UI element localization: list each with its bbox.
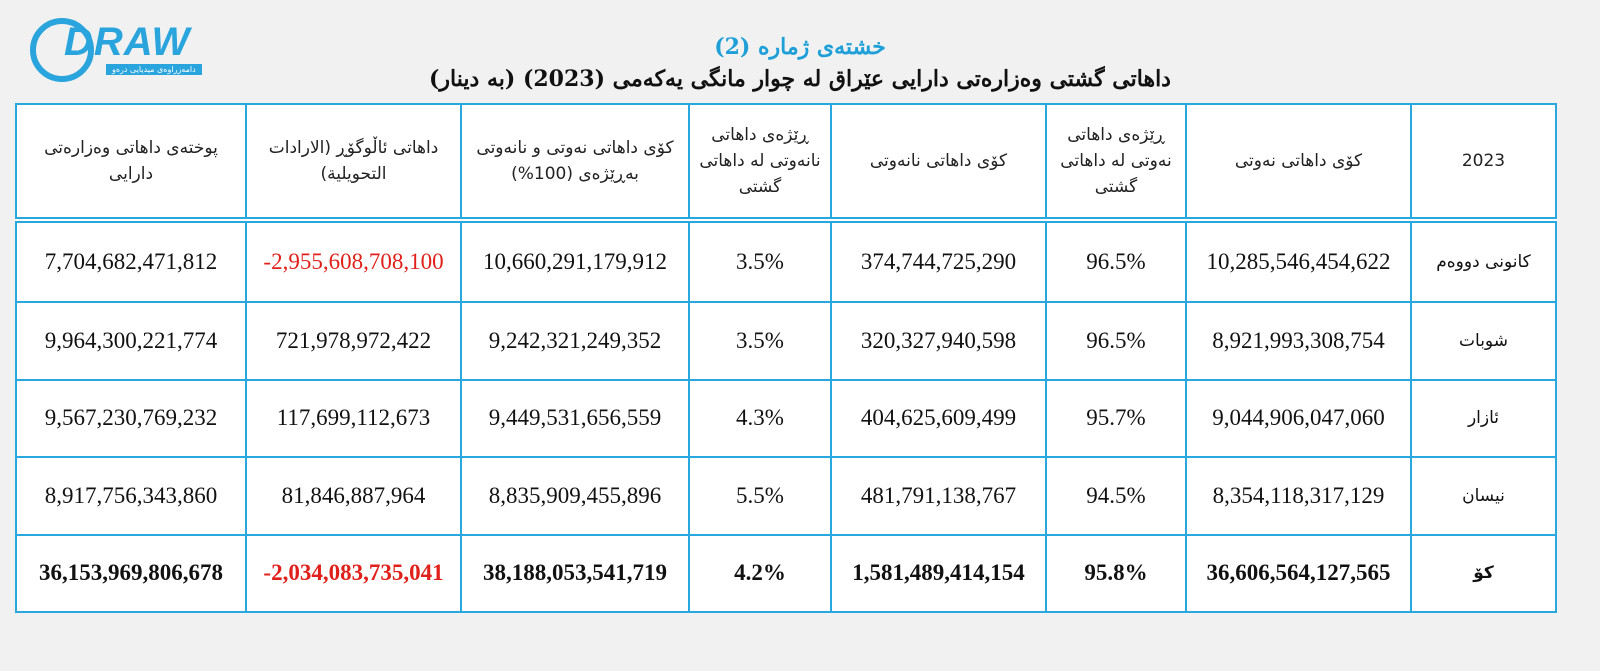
cell: 10,660,291,179,912: [460, 218, 690, 304]
cell: 3.5%: [688, 218, 832, 304]
table-row: ئازار 9,044,906,047,060 95.7% 404,625,609,4…: [15, 378, 1557, 459]
column-header: پوختەی داهاتی وەزارەتی دارایی: [15, 103, 247, 223]
cell: 1,581,489,414,154: [830, 533, 1047, 614]
logo-tagline: دامەزراوەی میدیایی درەو: [106, 64, 202, 75]
column-header: کۆی داهاتی نەوتی: [1185, 103, 1412, 223]
cell: 9,242,321,249,352: [460, 301, 690, 381]
cell: 117,699,112,673: [245, 378, 462, 459]
cell: 9,567,230,769,232: [15, 378, 247, 459]
cell: 38,188,053,541,719: [460, 533, 690, 614]
cell: 4.3%: [688, 378, 832, 459]
column-header: ڕێژەی داهاتی نەوتی لە داهاتی گشتی: [1045, 103, 1187, 223]
row-label: نیسان: [1410, 456, 1557, 536]
row-label: کۆ: [1410, 533, 1557, 614]
cell: 96.5%: [1045, 218, 1187, 304]
table-row: نیسان 8,354,118,317,129 94.5% 481,791,138,7…: [15, 456, 1557, 536]
cell: 481,791,138,767: [830, 456, 1047, 536]
cell: 81,846,887,964: [245, 456, 462, 536]
table-row: شوبات 8,921,993,308,754 96.5% 320,327,940,5…: [15, 301, 1557, 381]
cell: 95.8%: [1045, 533, 1187, 614]
table-row: کانونی دووەم 10,285,546,454,622 96.5% 374,7…: [15, 218, 1557, 304]
cell: 9,964,300,221,774: [15, 301, 247, 381]
column-header: کۆی داهاتی نەوتی و نانەوتی بەڕێژەی (100%…: [460, 103, 690, 223]
cell: 9,449,531,656,559: [460, 378, 690, 459]
column-header: داهاتی ئاڵوگۆڕ (الارادات التحویلیة): [245, 103, 462, 223]
column-header: ڕێژەی داهاتی نانەوتی لە داهاتی گشتی: [688, 103, 832, 223]
cell: 8,354,118,317,129: [1185, 456, 1412, 536]
column-header: 2023: [1410, 103, 1557, 223]
cell: 36,153,969,806,678: [15, 533, 247, 614]
cell: 320,327,940,598: [830, 301, 1047, 381]
cell: 4.2%: [688, 533, 832, 614]
column-header: کۆی داهاتی نانەوتی: [830, 103, 1047, 223]
row-label: کانونی دووەم: [1410, 218, 1557, 304]
revenue-table: 2023 کۆی داهاتی نەوتی ڕێژەی داهاتی نەوتی ل…: [15, 103, 1557, 614]
row-label: ئازار: [1410, 378, 1557, 459]
cell: 36,606,564,127,565: [1185, 533, 1412, 614]
cell: 721,978,972,422: [245, 301, 462, 381]
cell: 8,917,756,343,860: [15, 456, 247, 536]
cell: 95.7%: [1045, 378, 1187, 459]
cell: 96.5%: [1045, 301, 1187, 381]
cell: 404,625,609,499: [830, 378, 1047, 459]
cell: 9,044,906,047,060: [1185, 378, 1412, 459]
title: خشتەی ژمارە (2): [714, 34, 886, 60]
cell: -2,034,083,735,041: [245, 533, 462, 614]
header-row: 2023 کۆی داهاتی نەوتی ڕێژەی داهاتی نەوتی ل…: [15, 103, 1557, 223]
cell: -2,955,608,708,100: [245, 218, 462, 304]
cell: 374,744,725,290: [830, 218, 1047, 304]
logo-word: DRAW: [64, 20, 191, 64]
row-label: شوبات: [1410, 301, 1557, 381]
cell: 5.5%: [688, 456, 832, 536]
cell: 8,921,993,308,754: [1185, 301, 1412, 381]
table-row: کۆ 36,606,564,127,565 95.8% 1,581,489,414,1…: [15, 533, 1557, 614]
cell: 94.5%: [1045, 456, 1187, 536]
cell: 10,285,546,454,622: [1185, 218, 1412, 304]
cell: 8,835,909,455,896: [460, 456, 690, 536]
logo: DRAW دامەزراوەی میدیایی درەو: [30, 14, 230, 84]
cell: 3.5%: [688, 301, 832, 381]
logo-ring: [30, 18, 94, 82]
cell: 7,704,682,471,812: [15, 218, 247, 304]
subtitle: داهاتی گشتی وەزارەتی دارایی عێراق لە چوا…: [429, 66, 1171, 92]
